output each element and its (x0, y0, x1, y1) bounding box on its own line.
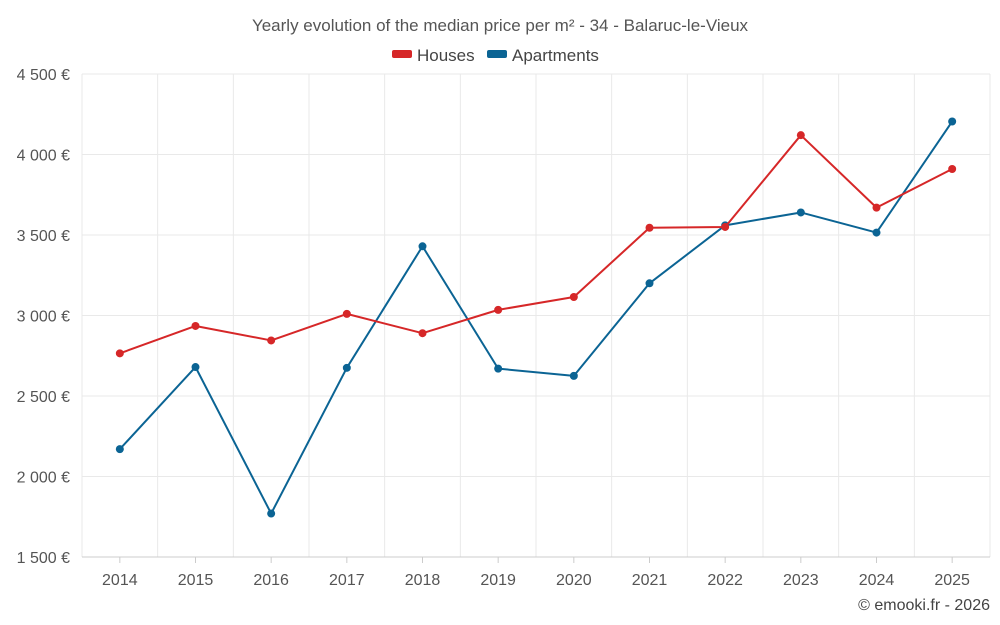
data-point-houses-2017[interactable] (342, 309, 351, 318)
data-point-houses-2019[interactable] (494, 305, 503, 314)
legend-label-houses: Houses (417, 46, 475, 65)
data-point-houses-2022[interactable] (721, 222, 730, 231)
x-tick-label: 2016 (253, 572, 289, 589)
data-point-houses-2024[interactable] (872, 203, 881, 212)
legend-swatch-houses (392, 50, 412, 58)
data-point-apartments-2024[interactable] (872, 228, 881, 237)
grid (81, 73, 991, 558)
data-point-houses-2025[interactable] (948, 164, 957, 173)
data-point-houses-2023[interactable] (796, 131, 805, 140)
axes: 1 500 € 2 000 € 2 500 € 3 000 € 3 500 € 4 000… (17, 67, 990, 589)
legend-item-houses[interactable]: Houses (392, 46, 475, 65)
x-tick-label: 2019 (480, 572, 516, 589)
data-point-apartments-2015[interactable] (191, 363, 200, 372)
x-tick-label: 2015 (178, 572, 214, 589)
series-line-apartments (119, 120, 953, 515)
y-tick-label: 4 000 € (17, 148, 70, 165)
data-point-houses-2016[interactable] (267, 336, 276, 345)
data-point-apartments-2019[interactable] (494, 364, 503, 373)
y-tick-label: 3 500 € (17, 228, 70, 245)
x-tick-label: 2018 (405, 572, 441, 589)
data-point-houses-2015[interactable] (191, 321, 200, 330)
data-point-houses-2021[interactable] (645, 223, 654, 232)
x-tick-label: 2024 (859, 572, 895, 589)
y-tick-label: 3 000 € (17, 309, 70, 326)
legend-swatch-apartments (487, 50, 507, 58)
series-line-houses (119, 134, 953, 355)
data-point-houses-2018[interactable] (418, 329, 427, 338)
data-point-apartments-2017[interactable] (342, 363, 351, 372)
legend: Houses Apartments (392, 46, 599, 65)
legend-item-apartments[interactable]: Apartments (487, 46, 599, 65)
data-point-apartments-2020[interactable] (569, 371, 578, 380)
x-tick-label: 2023 (783, 572, 819, 589)
credit-text: © emooki.fr - 2026 (858, 597, 990, 614)
data-point-apartments-2025[interactable] (948, 117, 957, 126)
x-tick-label: 2021 (632, 572, 668, 589)
x-tick-label: 2020 (556, 572, 592, 589)
x-tick-label: 2014 (102, 572, 138, 589)
y-tick-label: 2 000 € (17, 470, 70, 487)
data-point-apartments-2018[interactable] (418, 242, 427, 251)
y-tick-label: 4 500 € (17, 67, 70, 84)
x-tick-label: 2025 (934, 572, 970, 589)
x-tick-label: 2022 (707, 572, 743, 589)
data-point-apartments-2023[interactable] (796, 208, 805, 217)
data-point-apartments-2014[interactable] (115, 445, 124, 454)
data-point-houses-2020[interactable] (569, 292, 578, 301)
y-tick-label: 1 500 € (17, 550, 70, 567)
legend-label-apartments: Apartments (512, 46, 599, 65)
data-point-apartments-2021[interactable] (645, 279, 654, 288)
data-point-houses-2014[interactable] (115, 349, 124, 358)
y-tick-label: 2 500 € (17, 389, 70, 406)
data-point-apartments-2016[interactable] (267, 509, 276, 518)
series (115, 117, 957, 518)
chart-title: Yearly evolution of the median price per… (252, 16, 749, 35)
x-tick-label: 2017 (329, 572, 365, 589)
